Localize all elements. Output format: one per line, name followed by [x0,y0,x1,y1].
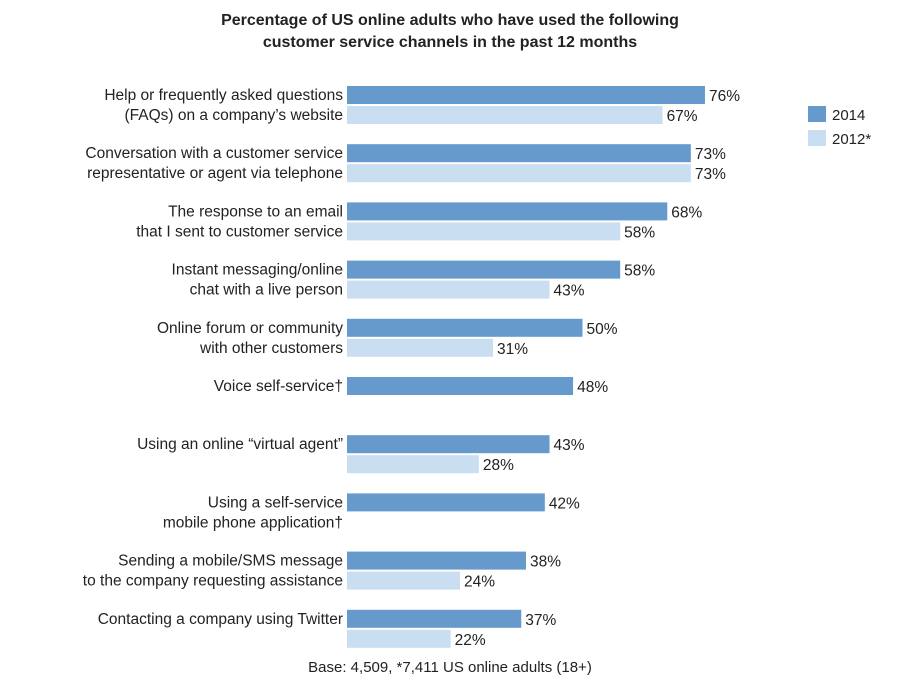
legend-swatch [808,130,826,146]
data-label: 48% [577,379,608,396]
data-label: 73% [695,146,726,163]
bar-2014 [347,202,668,221]
category-group: Using a self-service mobile phone applica… [163,493,580,531]
category-group: Using an online “virtual agent” 43% 28% [137,435,585,474]
chart-title-line-1: Percentage of US online adults who have … [221,12,679,29]
bar-2012 [347,338,494,357]
bar-2012 [347,571,461,590]
data-label: 43% [554,437,585,454]
category-group: Voice self-service† 48% [214,377,608,396]
bar-2014 [347,435,550,454]
category-label: (FAQs) on a company’s website [124,107,343,124]
bar-2014 [347,377,574,395]
bar-2012 [347,164,691,183]
legend-label: 2014 [832,107,865,124]
category-group: Conversation with a customer service repr… [85,144,726,183]
legend: 2014 2012* [808,106,871,148]
category-label: chat with a live person [190,282,343,299]
data-label: 68% [671,204,702,221]
category-group: Online forum or community with other cust… [157,318,618,358]
category-group: Help or frequently asked questions (FAQs)… [104,86,740,125]
bar-2014 [347,609,522,628]
category-label: Online forum or community [157,320,343,337]
bar-2014 [347,86,705,104]
data-label: 28% [483,457,514,474]
base-footnote: Base: 4,509, *7,411 US online adults (18… [308,659,592,676]
bar-2014 [347,260,621,279]
bar-2012 [347,222,621,241]
data-label: 43% [554,283,585,300]
category-label: that I sent to customer service [136,223,343,240]
category-label: Using a self-service [208,494,343,511]
data-label: 31% [497,341,528,358]
category-group: Instant messaging/online chat with a live… [172,260,655,300]
category-label: Using an online “virtual agent” [137,436,343,453]
bar-2014 [347,318,583,337]
category-label: representative or agent via telephone [87,165,343,182]
data-label: 42% [549,495,580,512]
category-label: Sending a mobile/SMS message [118,553,343,570]
bars-layer: Help or frequently asked questions (FAQs)… [83,86,740,649]
data-label: 58% [624,263,655,280]
bar-2012 [347,280,550,299]
data-label: 24% [464,574,495,591]
category-label: Instant messaging/online [172,262,343,279]
category-label: mobile phone application† [163,514,343,531]
data-label: 58% [624,224,655,241]
bar-2012 [347,455,479,474]
category-label: The response to an email [168,203,343,220]
category-group: Contacting a company using Twitter 37% 22% [98,609,557,649]
category-group: Sending a mobile/SMS message to the compa… [83,551,561,591]
category-label: Contacting a company using Twitter [98,611,343,628]
chart-title: Percentage of US online adults who have … [0,10,900,54]
data-label: 76% [709,88,740,105]
data-label: 22% [455,632,486,649]
data-label: 37% [525,612,556,629]
legend-swatch [808,106,826,122]
category-label: Help or frequently asked questions [104,87,343,104]
bar-2012 [347,629,451,648]
bar-2014 [347,551,526,570]
category-label: to the company requesting assistance [83,573,343,590]
category-label: Voice self-service† [214,378,343,395]
category-label: with other customers [199,340,343,357]
data-label: 73% [695,166,726,183]
category-group: The response to an email that I sent to c… [136,202,703,241]
category-label: Conversation with a customer service [85,145,343,162]
bar-2014 [347,144,691,163]
data-label: 50% [587,321,618,338]
bar-2012 [347,106,663,124]
data-label: 67% [667,108,698,125]
legend-label: 2012* [832,131,871,148]
chart-title-line-2: customer service channels in the past 12… [262,34,638,51]
data-label: 38% [530,554,561,571]
bar-2014 [347,493,545,512]
